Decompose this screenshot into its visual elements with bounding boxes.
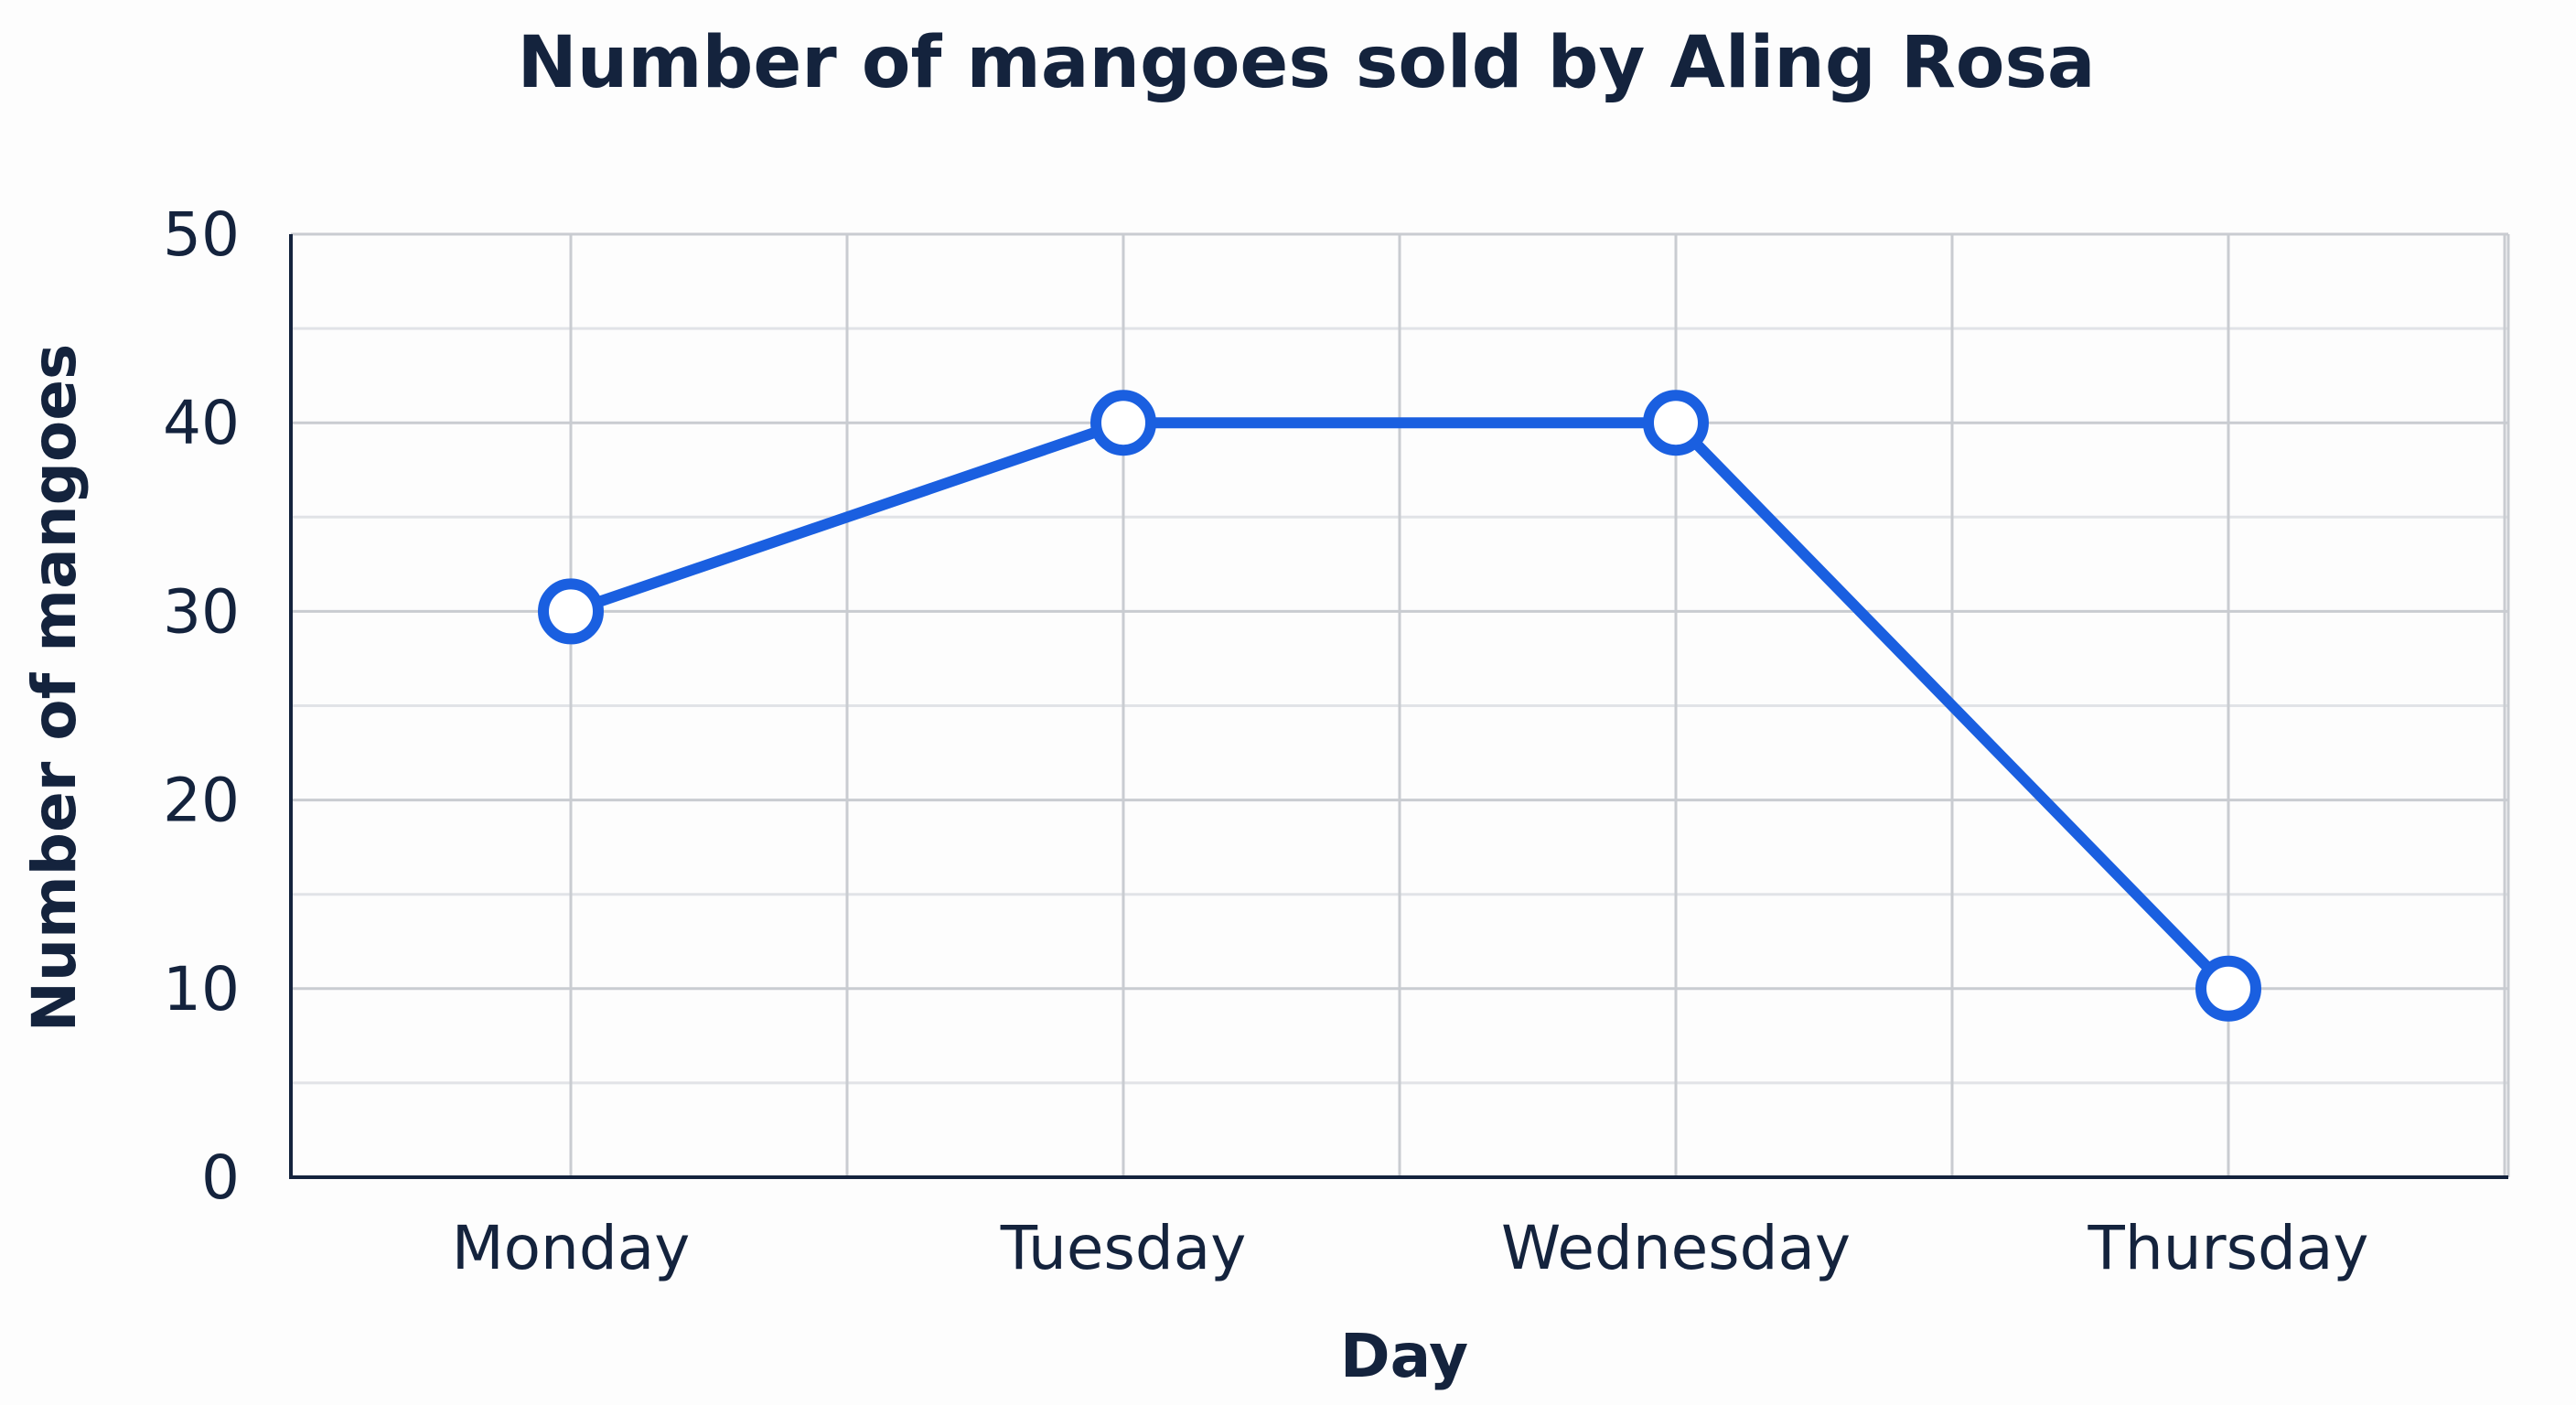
y-axis-title: Number of mangoes xyxy=(19,344,90,1033)
data-point xyxy=(538,578,604,645)
data-point xyxy=(1643,390,1709,456)
data-point xyxy=(1090,390,1156,456)
data-point xyxy=(2195,955,2261,1022)
series-line xyxy=(565,417,2234,994)
axis-lines xyxy=(289,234,2508,1179)
axes xyxy=(289,234,2508,1179)
y-tick-label: 20 xyxy=(163,766,240,836)
x-tick-label: Wednesday xyxy=(1501,1213,1851,1283)
y-tick-label: 30 xyxy=(163,576,240,647)
y-tick-label: 40 xyxy=(163,388,240,458)
x-tick-label: Tuesday xyxy=(1000,1213,1247,1283)
x-axis-tick-labels: Monday Tuesday Wednesday Thursday xyxy=(452,1213,2369,1283)
data-series xyxy=(538,390,2261,1022)
grid xyxy=(291,232,2510,1177)
y-tick-label: 10 xyxy=(163,954,240,1024)
x-tick-label: Thursday xyxy=(2088,1213,2369,1283)
x-axis-title: Day xyxy=(1340,1321,1468,1391)
y-tick-label: 50 xyxy=(163,199,240,270)
chart-title: Number of mangoes sold by Aling Rosa xyxy=(517,22,2095,104)
y-tick-label: 0 xyxy=(201,1142,240,1213)
y-axis-tick-labels: 0 10 20 30 40 50 xyxy=(163,199,240,1213)
x-tick-label: Monday xyxy=(452,1213,691,1283)
